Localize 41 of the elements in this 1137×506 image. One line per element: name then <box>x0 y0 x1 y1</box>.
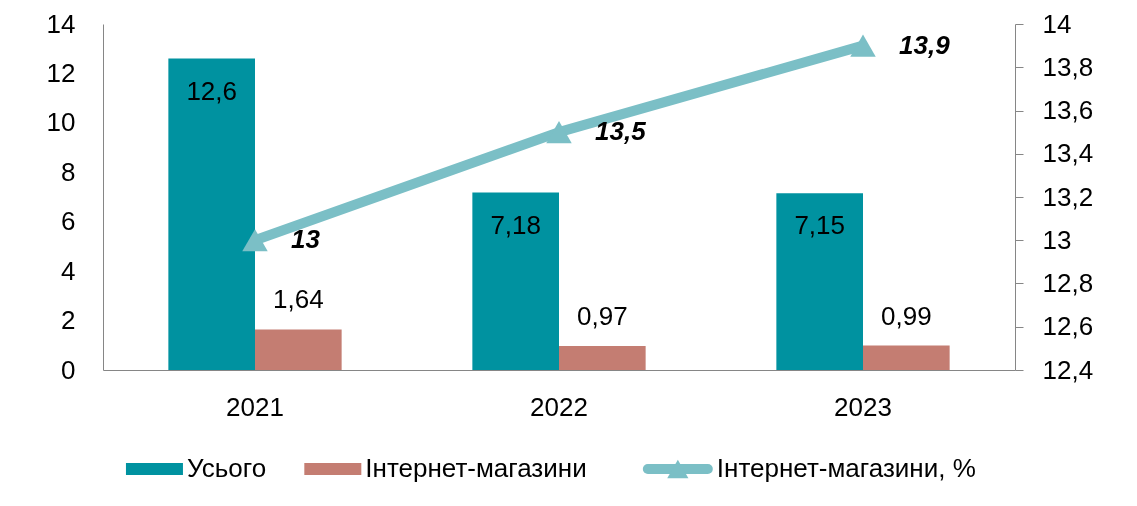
data-label: 13,9 <box>899 29 951 60</box>
legend-label: Інтернет-магазини, % <box>716 453 976 483</box>
data-label: 0,97 <box>577 301 628 332</box>
y2-tick-label: 13,4 <box>1042 138 1094 169</box>
bar <box>168 58 255 370</box>
y-tick-label: 2 <box>61 305 76 336</box>
data-label: 13 <box>291 224 321 255</box>
y-tick-label: 0 <box>61 354 76 385</box>
y-tick-label: 4 <box>61 255 76 286</box>
y-tick-label: 10 <box>46 107 76 138</box>
data-label: 7,18 <box>490 209 541 240</box>
data-label: 0,99 <box>881 300 932 331</box>
data-label: 12,6 <box>186 75 237 106</box>
x-tick-label: 2023 <box>834 391 892 422</box>
point <box>850 34 876 57</box>
y-tick-label: 14 <box>46 8 76 39</box>
y2-tick-label: 12,8 <box>1042 268 1094 298</box>
bar <box>472 192 559 370</box>
legend-label: Усього <box>186 453 267 483</box>
bar <box>255 329 342 370</box>
legend-label: Інтернет-магазини <box>365 453 587 483</box>
x-tick-label: 2021 <box>226 391 284 422</box>
point <box>546 121 572 144</box>
y-tick-label: 8 <box>61 156 76 187</box>
y2-tick-label: 12,6 <box>1042 311 1094 342</box>
x-tick-label: 2022 <box>530 391 588 422</box>
y-tick-label: 6 <box>61 206 76 237</box>
y-tick-label: 12 <box>46 57 76 88</box>
y2-tick-label: 13 <box>1042 224 1072 255</box>
y2-tick-label: 12,4 <box>1042 354 1094 385</box>
point <box>242 229 268 252</box>
y2-tick-label: 14 <box>1042 8 1072 39</box>
data-label: 7,15 <box>794 210 845 241</box>
bar <box>863 345 950 370</box>
data-label: 1,64 <box>273 284 324 315</box>
y2-tick-label: 13,2 <box>1042 181 1094 212</box>
bar <box>776 193 863 370</box>
y2-tick-label: 13,8 <box>1042 51 1094 82</box>
y2-tick-label: 13,6 <box>1042 95 1094 125</box>
bar <box>559 346 646 370</box>
data-label: 13,5 <box>595 116 647 147</box>
